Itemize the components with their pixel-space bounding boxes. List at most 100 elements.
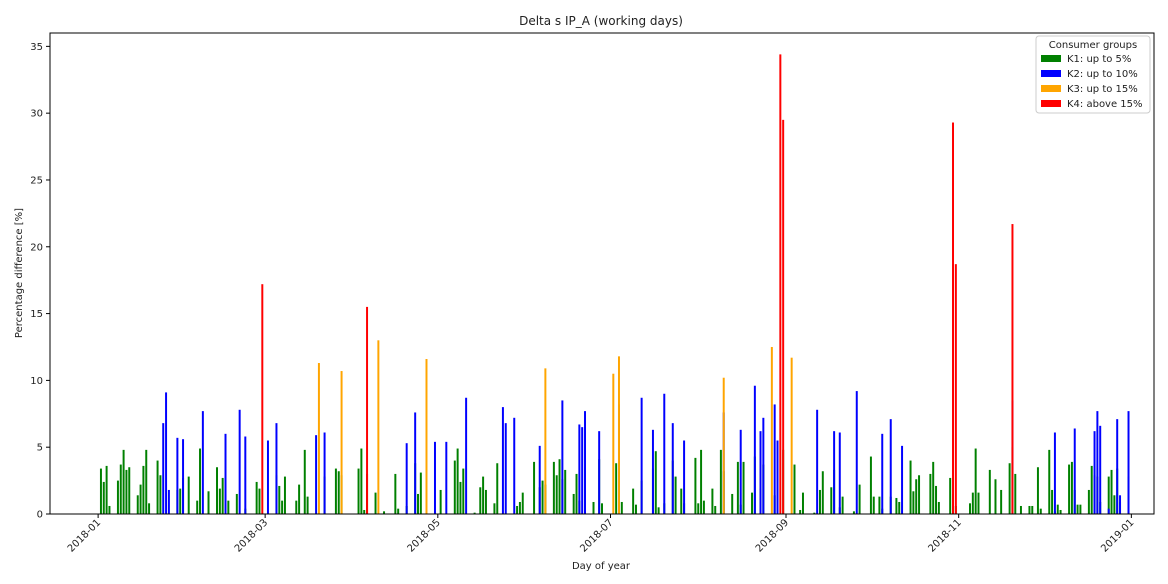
bar-k1 (484, 489, 487, 514)
bar-k1 (383, 511, 386, 514)
x-tick-label: 2018-01 (66, 517, 103, 554)
bar-k1 (1008, 463, 1011, 514)
bar-k2 (739, 429, 742, 514)
bar-k1 (657, 507, 660, 514)
bar-k2 (881, 433, 884, 514)
bar-k1 (719, 449, 722, 514)
bar-k1 (1087, 489, 1090, 514)
bar-k1 (601, 503, 603, 514)
bar-k1 (306, 496, 309, 514)
bar-k2 (167, 489, 170, 514)
bar-k2 (1116, 419, 1119, 514)
legend: Consumer groups K1: up to 5% K2: up to 1… (1035, 35, 1151, 114)
bar-k1 (479, 487, 482, 514)
bar-k1 (199, 448, 202, 514)
bar-k1 (518, 501, 521, 514)
bar-k1 (929, 473, 932, 514)
bar-k1 (439, 489, 442, 514)
legend-swatch-k1 (1041, 55, 1061, 62)
bar-k1 (937, 501, 940, 514)
bar-k1 (116, 480, 119, 514)
bar-k2 (584, 411, 586, 514)
bar-k1 (932, 461, 935, 514)
bar-k3 (617, 356, 620, 514)
bar-k1 (541, 480, 544, 514)
bar-k1 (196, 500, 199, 514)
bar-k1 (397, 508, 400, 514)
legend-box (1035, 35, 1151, 114)
bar-k1 (1014, 473, 1017, 514)
bar-k2 (762, 417, 765, 514)
bar-k1 (394, 473, 397, 514)
bar-k2 (889, 419, 892, 514)
bar-k2 (1107, 508, 1110, 514)
bar-k1 (207, 491, 210, 514)
bar-k1 (128, 467, 131, 514)
bar-k1 (711, 488, 714, 514)
bar-k1 (99, 468, 102, 514)
bar-k4 (261, 284, 264, 514)
bar-k1 (374, 492, 377, 514)
bar-k1 (122, 449, 125, 514)
x-axis-label: Day of year (572, 561, 631, 572)
chart-title: Delta s IP_A (working days) (519, 14, 683, 28)
bar-k1 (971, 492, 974, 514)
bar-k2 (838, 432, 841, 514)
bar-k3 (612, 373, 615, 514)
bar-k2 (414, 412, 417, 514)
bar-k2 (773, 404, 776, 514)
bar-k1 (799, 509, 802, 514)
bar-k1 (496, 463, 499, 514)
bar-k2 (855, 391, 858, 514)
bar-k4 (952, 122, 954, 515)
x-tick-label: 2018-09 (754, 517, 791, 554)
y-axis-label: Percentage difference [%] (14, 208, 25, 338)
bar-k1 (119, 464, 122, 514)
bar-k1 (898, 501, 901, 514)
bar-k2 (640, 397, 643, 514)
bar-k1 (108, 505, 111, 514)
plot-frame (49, 32, 1155, 515)
bar-k2 (901, 445, 904, 514)
bar-k3 (722, 377, 725, 514)
bar-k1 (187, 476, 190, 514)
bar-k1 (295, 500, 298, 514)
bar-k1 (813, 512, 816, 514)
bar-k1 (731, 493, 734, 514)
bar-k1 (912, 491, 915, 514)
bar-k2 (165, 392, 168, 514)
bar-k1 (281, 500, 284, 514)
bar-k1 (1048, 449, 1051, 514)
bar-k2 (244, 436, 247, 514)
bar-k2 (323, 432, 326, 514)
bar-k2 (433, 441, 436, 514)
x-tick-label: 2018-07 (578, 517, 615, 554)
bar-k2 (162, 423, 165, 514)
bar-k1 (793, 464, 796, 514)
y-tick-label: 25 (30, 175, 43, 186)
bar-k1 (895, 497, 898, 514)
bar-k1 (1036, 467, 1039, 514)
bar-k1 (592, 501, 595, 514)
bar-k1 (216, 467, 218, 514)
bar-k1 (1000, 489, 1003, 514)
bar-k1 (258, 488, 261, 514)
x-tick-label: 2019-01 (1099, 517, 1136, 554)
bar-k1 (105, 465, 108, 514)
bar-k1 (521, 492, 524, 514)
bar-k1 (1107, 476, 1110, 514)
bar-k1 (462, 468, 465, 514)
bar-k4 (1011, 224, 1014, 514)
bar-k1 (552, 461, 555, 514)
bar-k2 (816, 409, 819, 514)
bar-k1 (533, 461, 536, 514)
bar-k3 (544, 368, 547, 514)
bar-k1 (935, 485, 938, 514)
bar-k1 (221, 477, 224, 514)
bar-k3 (770, 346, 773, 514)
bar-k1 (915, 479, 918, 514)
bar-k1 (334, 468, 337, 514)
legend-label-k1: K1: up to 5% (1067, 54, 1131, 65)
bar-k2 (578, 424, 581, 514)
legend-label-k4: K4: above 15% (1067, 99, 1143, 110)
